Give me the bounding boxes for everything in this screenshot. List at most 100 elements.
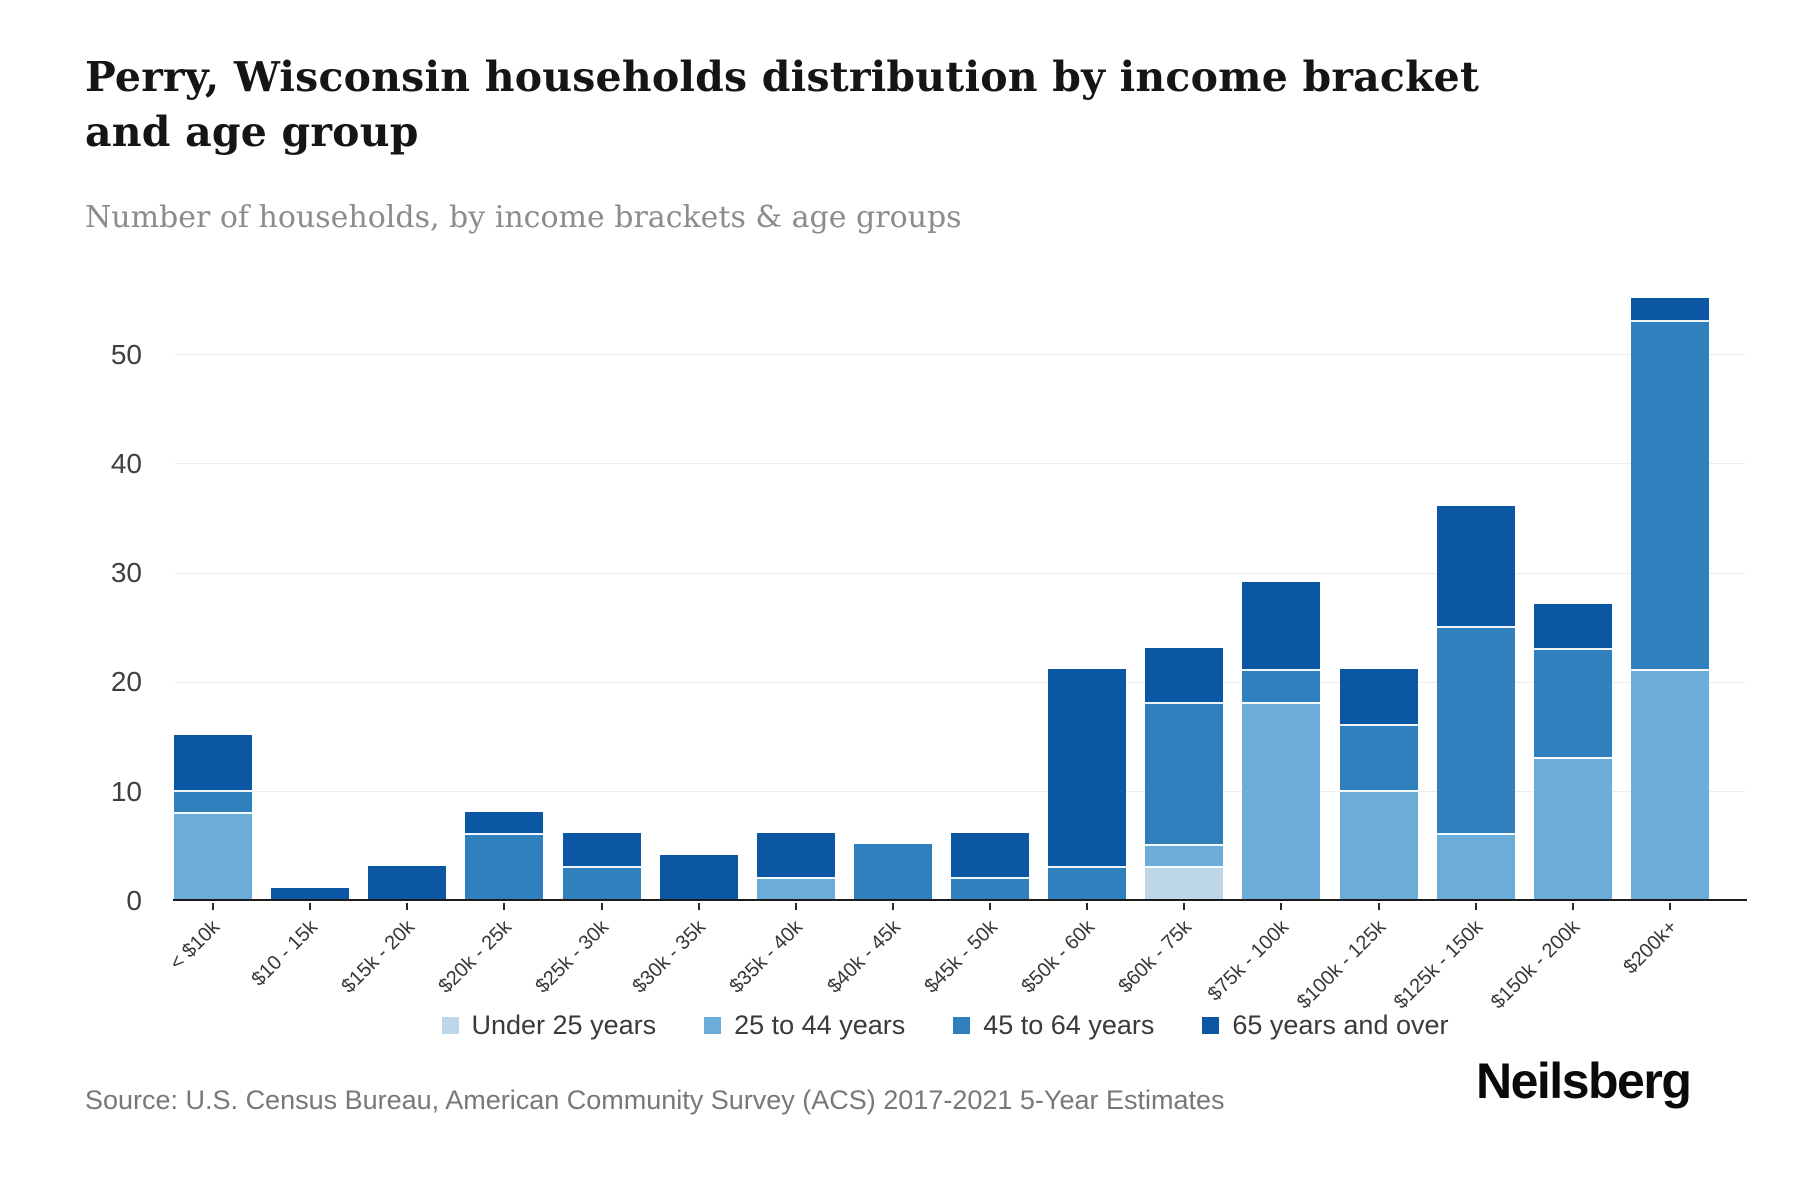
x-tick-label: $100k - 125k <box>1292 916 1391 1014</box>
bar-segment[interactable] <box>951 833 1030 878</box>
x-tick <box>891 903 894 910</box>
bar-segment[interactable] <box>1533 647 1612 757</box>
x-tick-label: < $10k <box>166 916 225 975</box>
y-tick-label-10: 10 <box>110 775 142 807</box>
bar-segment[interactable] <box>465 833 544 899</box>
bar-$100k - 125k <box>1339 669 1418 899</box>
bar-segment[interactable] <box>174 789 252 812</box>
x-tick <box>1086 903 1089 910</box>
x-tick <box>309 903 312 910</box>
gridline-40 <box>175 463 1745 465</box>
chart-title: Perry, Wisconsin households distribution… <box>85 53 1480 156</box>
bar-segment[interactable] <box>562 833 641 867</box>
bar-segment[interactable] <box>1630 319 1709 670</box>
legend-swatch-icon <box>704 1017 722 1034</box>
bar-segment[interactable] <box>465 811 544 834</box>
bar-$40k - 45k <box>853 844 932 899</box>
bar-segment[interactable] <box>1436 625 1515 834</box>
brand-logo: Neilsberg <box>1476 1053 1692 1109</box>
bar-segment[interactable] <box>174 811 252 899</box>
legend-swatch-icon <box>1202 1017 1220 1034</box>
x-tick <box>697 903 700 910</box>
bar-segment[interactable] <box>659 855 738 899</box>
bar-segment[interactable] <box>1630 297 1709 320</box>
bar-segment[interactable] <box>1533 756 1612 899</box>
bar-$35k - 40k <box>756 833 835 899</box>
y-tick-label-40: 40 <box>110 447 142 479</box>
bar-segment[interactable] <box>1145 866 1224 899</box>
y-tick-label-30: 30 <box>110 557 142 589</box>
legend-label: Under 25 years <box>471 1010 657 1040</box>
bar-segment[interactable] <box>1436 505 1515 626</box>
x-tick-label: $45k - 50k <box>919 916 1002 998</box>
bar-segment[interactable] <box>1145 702 1224 845</box>
gridline-50 <box>175 354 1745 355</box>
bar-$60k - 75k <box>1145 647 1224 899</box>
legend-swatch-icon <box>953 1017 971 1034</box>
x-tick <box>212 903 214 910</box>
source-note: Source: U.S. Census Bureau, American Com… <box>85 1085 1225 1115</box>
y-tick-label-50: 50 <box>110 338 142 370</box>
y-tick-label-20: 20 <box>110 666 142 698</box>
bar-segment[interactable] <box>1242 669 1321 703</box>
x-tick-label: $40k - 45k <box>822 916 905 998</box>
bar-< $10k <box>174 735 252 899</box>
bar-$150k - 200k <box>1533 603 1612 899</box>
bar-segment[interactable] <box>1533 603 1612 648</box>
bar-segment[interactable] <box>1048 866 1127 899</box>
bar-segment[interactable] <box>271 888 350 899</box>
x-tick <box>1571 903 1574 910</box>
bar-segment[interactable] <box>1630 669 1709 899</box>
x-tick-label: $25k - 30k <box>531 916 614 998</box>
bar-segment[interactable] <box>174 735 252 790</box>
legend-item[interactable]: 25 to 44 years <box>704 1010 905 1041</box>
gridline-10 <box>175 791 1745 793</box>
bar-$200k+ <box>1630 297 1709 899</box>
legend-item[interactable]: Under 25 years <box>441 1010 657 1041</box>
bar-segment[interactable] <box>368 866 447 899</box>
bar-segment[interactable] <box>1436 833 1515 899</box>
bar-segment[interactable] <box>853 844 932 899</box>
x-tick-label: $30k - 35k <box>628 916 711 998</box>
x-tick <box>600 903 603 910</box>
bar-$50k - 60k <box>1048 669 1127 899</box>
legend-item[interactable]: 45 to 64 years <box>953 1010 1154 1041</box>
bar-$125k - 150k <box>1436 505 1515 899</box>
bar-segment[interactable] <box>1145 844 1224 867</box>
bar-segment[interactable] <box>1339 724 1418 790</box>
legend-label: 45 to 64 years <box>983 1010 1155 1040</box>
plot-area: < $10k $10 - 15k $15k - 20k $20k - 25k $25k … <box>166 280 1747 1013</box>
bar-segment[interactable] <box>1242 582 1321 670</box>
bar-$30k - 35k <box>659 855 738 899</box>
bar-segment[interactable] <box>562 866 641 899</box>
x-tick <box>1668 903 1671 910</box>
x-tick-label: $10 - 15k <box>247 916 322 991</box>
x-tick-label: $15k - 20k <box>337 916 419 998</box>
legend-item[interactable]: 65 years and over <box>1202 1010 1449 1041</box>
chart-subtitle: Number of households, by income brackets… <box>85 200 962 235</box>
x-tick <box>1280 903 1283 910</box>
bar-segment[interactable] <box>1242 702 1321 899</box>
legend-label: 65 years and over <box>1232 1010 1449 1040</box>
bar-segment[interactable] <box>1048 669 1127 867</box>
bar-segment[interactable] <box>756 877 835 899</box>
x-tick-label: $200k+ <box>1619 916 1682 979</box>
bar-segment[interactable] <box>756 833 835 878</box>
x-tick-label: $35k - 40k <box>725 916 808 998</box>
x-tick <box>406 903 409 910</box>
x-tick <box>503 903 506 910</box>
x-tick <box>989 903 992 910</box>
bar-segment[interactable] <box>1339 669 1418 725</box>
x-tick-label: $75k - 100k <box>1203 916 1293 1006</box>
x-tick-label: $60k - 75k <box>1114 916 1196 998</box>
legend: Under 25 years 25 to 44 years 45 to 64 yea… <box>160 1010 1730 1041</box>
bar-segment[interactable] <box>1339 789 1418 899</box>
bar-segment[interactable] <box>1145 647 1224 703</box>
bar-$75k - 100k <box>1242 582 1321 899</box>
bar-$20k - 25k <box>465 811 544 899</box>
x-tick-label: $20k - 25k <box>434 916 516 998</box>
x-tick <box>1377 903 1380 910</box>
x-tick <box>1183 903 1186 910</box>
bar-$45k - 50k <box>951 833 1030 899</box>
bar-segment[interactable] <box>951 877 1030 899</box>
